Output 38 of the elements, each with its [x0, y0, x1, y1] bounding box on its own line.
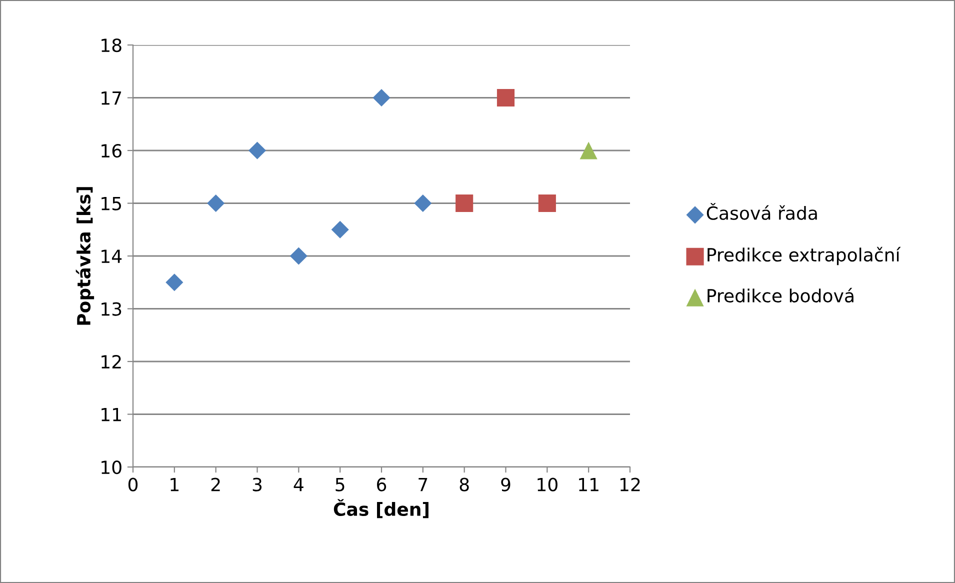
x-tick-label: 1: [170, 478, 178, 492]
y-tick-label: 11: [102, 408, 121, 422]
x-tick-label: 12: [620, 478, 640, 492]
point: [290, 247, 308, 265]
y-axis-title: Poptávka [ks]: [76, 187, 94, 325]
point: [166, 274, 184, 292]
y-tick-label: 14: [102, 250, 122, 263]
y-tick-label: 13: [102, 302, 122, 316]
x-tick-label: 0: [128, 478, 138, 492]
y-tick-label: 10: [102, 460, 122, 474]
point: [496, 88, 515, 107]
x-tick-label: 4: [294, 478, 304, 492]
x-tick-label: 6: [377, 478, 386, 492]
y-tick-label: 12: [102, 354, 121, 368]
y-tick-label: 17: [102, 91, 122, 105]
x-tick-label: 9: [501, 478, 510, 492]
point: [456, 194, 474, 212]
point: [207, 194, 225, 212]
x-axis-title: Čas [den]: [334, 499, 428, 518]
point: [248, 142, 266, 160]
x-tick-label: 10: [538, 478, 558, 492]
x-tick-label: 5: [336, 478, 344, 492]
x-tick-label: 8: [460, 478, 469, 492]
x-tick-label: 11: [579, 478, 598, 492]
y-tick-label: 16: [102, 144, 122, 158]
legend-label: Časová řada: [706, 202, 817, 220]
x-tick-label: 7: [418, 478, 428, 492]
y-tick-label: 18: [102, 38, 122, 52]
point: [538, 194, 556, 212]
legend-label: Predikce extrapolační: [708, 246, 901, 266]
point: [372, 88, 390, 107]
x-tick-label: 3: [252, 478, 262, 492]
legend-label: Predikce bodová: [708, 288, 854, 303]
point: [414, 194, 432, 212]
point: [580, 142, 598, 160]
y-tick-label: 15: [102, 196, 122, 210]
point: [331, 220, 349, 238]
x-tick-label: 2: [211, 478, 220, 492]
